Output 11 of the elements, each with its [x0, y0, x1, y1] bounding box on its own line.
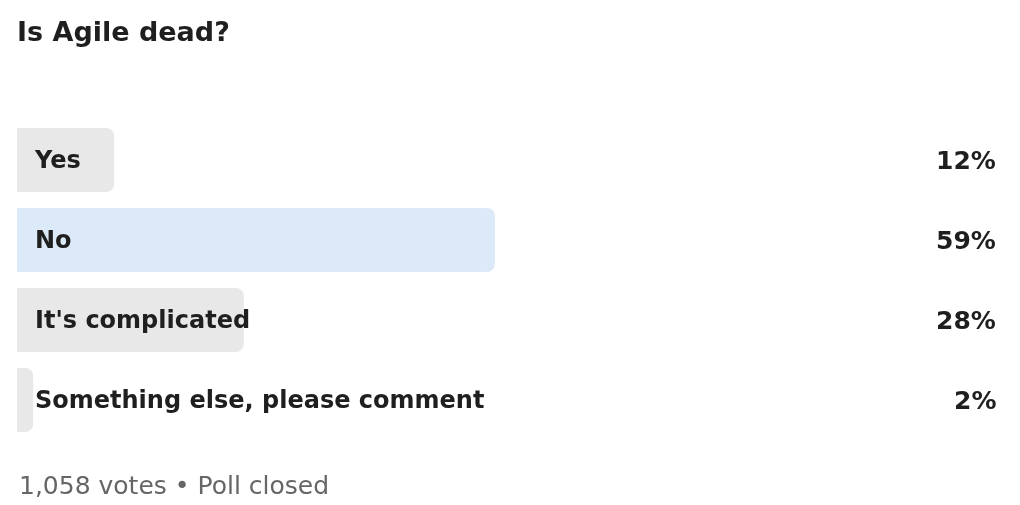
data-label: 59%: [936, 226, 996, 255]
y-tick-label: No: [35, 226, 72, 255]
y-tick-label: Something else, please comment: [35, 386, 485, 415]
data-label: 28%: [936, 306, 996, 335]
data-label: 2%: [954, 386, 997, 415]
data-label: 12%: [936, 146, 996, 175]
y-tick-label: It's complicated: [35, 306, 251, 335]
text: 1,058 votes • Poll closed: [19, 471, 330, 500]
chart-title: Is Agile dead?: [17, 16, 230, 48]
bar: [17, 208, 495, 272]
y-tick-label: Yes: [34, 146, 81, 175]
